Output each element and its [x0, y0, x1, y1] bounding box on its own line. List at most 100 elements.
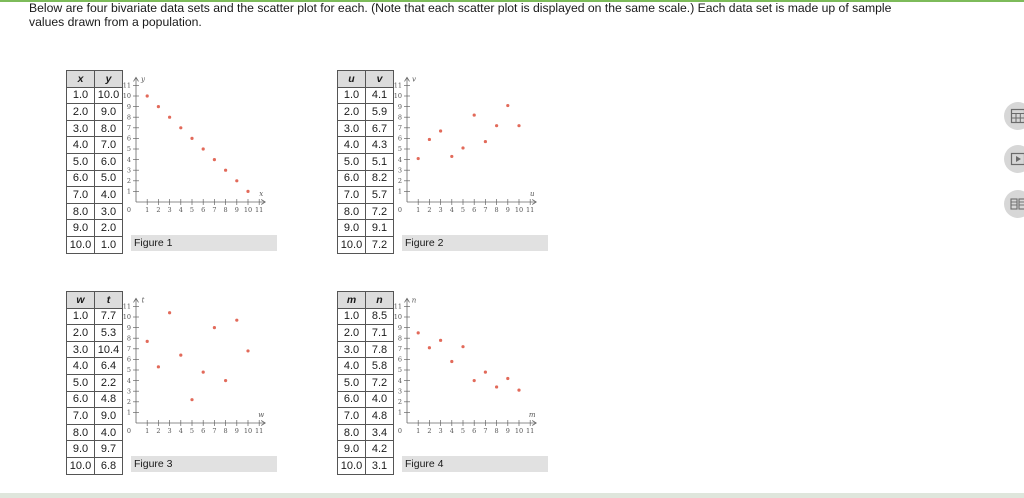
x-tick-label: 10 — [244, 427, 252, 435]
data-set-block-3: w t 1.0 7.7 2.0 5.3 3.0 10.4 4.0 6.4 5.0 2.2 … — [66, 291, 281, 491]
table-row: 10.0 6.8 — [66, 456, 123, 475]
table-row: 8.0 3.0 — [66, 202, 123, 221]
y-axis-arrow — [404, 297, 410, 303]
x-tick-label: 5 — [461, 206, 465, 214]
play-icon — [1010, 152, 1024, 166]
table-row: 6.0 5.0 — [66, 169, 123, 188]
data-point — [450, 154, 454, 159]
table-cell: 2.0 — [66, 103, 95, 121]
table-row: 10.0 3.1 — [337, 456, 394, 475]
data-point — [439, 129, 443, 133]
y-tick-label: 10 — [394, 313, 402, 321]
table-row: 7.0 5.7 — [337, 186, 394, 204]
x-tick-label: 8 — [224, 427, 228, 435]
table-row: 4.0 4.3 — [337, 136, 394, 154]
y-tick-label: 2 — [398, 177, 402, 185]
table-cell: 9.0 — [94, 407, 123, 425]
data-table-mn: m n 1.0 8.5 2.0 7.1 3.0 7.8 4.0 5.8 5.0 7.2 6… — [337, 291, 394, 475]
x-tick-label: 8 — [224, 206, 228, 214]
data-point — [212, 158, 216, 162]
x-tick-label: 11 — [255, 427, 263, 435]
x-tick-label: 4 — [179, 206, 183, 214]
y-tick-label: 2 — [127, 398, 131, 406]
y-tick-label: 3 — [127, 387, 131, 395]
y-tick-label: 3 — [127, 166, 131, 174]
table-cell: 8.5 — [365, 307, 394, 326]
data-point — [235, 179, 239, 183]
table-row: 7.0 4.8 — [337, 407, 394, 425]
x-tick-label: 0 — [127, 206, 131, 214]
table-cell: 2.0 — [94, 219, 123, 237]
x-tick-label: 1 — [416, 206, 420, 214]
data-table-xy: x y 1.0 10.0 2.0 9.0 3.0 8.0 4.0 7.0 5.0 6.0 … — [66, 70, 123, 254]
data-table-button[interactable] — [1004, 190, 1024, 218]
data-point — [201, 147, 205, 151]
y-tick-label: 7 — [127, 345, 131, 353]
y-tick-label: 10 — [123, 92, 131, 100]
y-tick-label: 10 — [394, 92, 402, 100]
table-row: 1.0 4.1 — [337, 86, 394, 105]
y-tick-label: 7 — [398, 345, 402, 353]
x-tick-label: 1 — [145, 427, 149, 435]
y-tick-label: 11 — [394, 303, 402, 311]
table-cell: 9.0 — [66, 440, 95, 458]
y-tick-label: 3 — [398, 166, 402, 174]
table-cell: 4.8 — [365, 407, 394, 425]
table-cell: 3.4 — [365, 423, 394, 442]
column-header: t — [94, 291, 123, 309]
y-tick-label: 4 — [398, 156, 402, 164]
x-tick-label: 10 — [515, 206, 523, 214]
table-row: 2.0 7.1 — [337, 324, 394, 342]
table-cell: 4.0 — [66, 357, 95, 375]
x-tick-label: 7 — [483, 427, 487, 435]
data-point — [224, 379, 228, 383]
figure-caption: Figure 3 — [131, 456, 277, 472]
y-tick-label: 1 — [127, 409, 131, 417]
data-set-block-4: m n 1.0 8.5 2.0 7.1 3.0 7.8 4.0 5.8 5.0 7.2 6… — [337, 291, 552, 491]
data-point — [450, 359, 454, 364]
play-button[interactable] — [1004, 145, 1024, 173]
y-tick-label: 2 — [398, 398, 402, 406]
table-cell: 5.3 — [94, 324, 123, 342]
table-cell: 4.0 — [337, 357, 366, 375]
x-tick-label: 11 — [526, 427, 534, 435]
x-tick-label: 9 — [235, 206, 239, 214]
table-cell: 6.4 — [94, 357, 123, 375]
column-header: u — [337, 70, 366, 88]
table-cell: 1.0 — [337, 86, 366, 105]
calculator-button[interactable] — [1004, 102, 1024, 130]
table-cell: 6.7 — [365, 119, 394, 138]
x-tick-label: 1 — [416, 427, 420, 435]
data-point — [461, 345, 465, 349]
table-row: 5.0 7.2 — [337, 373, 394, 392]
y-tick-label: 11 — [123, 82, 131, 90]
data-point — [427, 137, 431, 142]
x-tick-label: 3 — [168, 206, 172, 214]
x-tick-label: 0 — [127, 427, 131, 435]
x-tick-label: 7 — [483, 206, 487, 214]
y-tick-label: 5 — [127, 145, 131, 153]
table-cell: 9.0 — [94, 103, 123, 121]
x-tick-label: 4 — [179, 427, 183, 435]
y-axis-arrow — [133, 297, 139, 303]
table-cell: 7.7 — [94, 307, 123, 326]
data-point — [190, 136, 194, 140]
table-row: 9.0 4.2 — [337, 440, 394, 458]
table-cell: 1.0 — [66, 307, 95, 326]
table-row: 2.0 9.0 — [66, 103, 123, 121]
table-cell: 8.0 — [94, 119, 123, 138]
table-row: 4.0 5.8 — [337, 357, 394, 375]
table-cell: 8.0 — [66, 202, 95, 221]
table-row: 4.0 6.4 — [66, 357, 123, 375]
table-row: 9.0 9.1 — [337, 219, 394, 237]
table-row: 3.0 10.4 — [66, 340, 123, 359]
y-tick-label: 5 — [127, 366, 131, 374]
x-tick-label: 3 — [439, 206, 443, 214]
table-cell: 5.0 — [66, 373, 95, 392]
y-tick-label: 6 — [127, 356, 131, 364]
x-axis-label: x — [259, 190, 263, 198]
data-point — [145, 94, 149, 98]
x-tick-label: 3 — [439, 427, 443, 435]
table-cell: 5.1 — [365, 152, 394, 171]
